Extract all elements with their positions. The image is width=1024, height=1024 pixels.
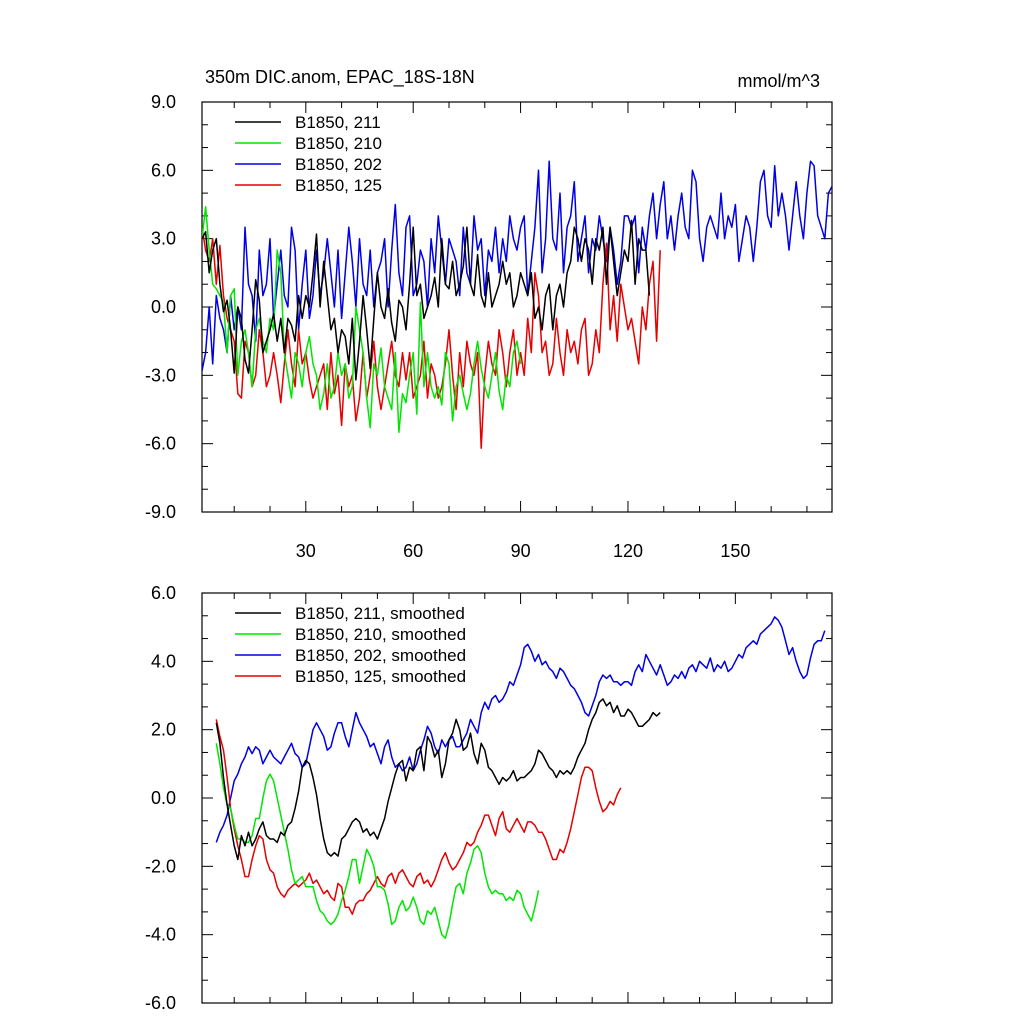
top-ytick-label: -6.0: [145, 434, 176, 454]
bottom-ytick-label: -6.0: [145, 993, 176, 1013]
top-xtick-label: 120: [613, 541, 643, 561]
bottom-series-line-b1850-211-smoothed: [215, 698, 661, 861]
bottom-series-line-b1850-125-smoothed: [215, 719, 622, 915]
bottom-ytick-label: -4.0: [145, 925, 176, 945]
top-ytick-label: 9.0: [151, 92, 176, 112]
bottom-series-line-b1850-202-smoothed: [215, 616, 826, 843]
bottom-legend-label: B1850, 211, smoothed: [295, 604, 465, 623]
top-panel: -9.0 -6.0 -3.0 0.0 3.0 6.0 9.0 30 60 90 120 150 B185…: [145, 92, 833, 561]
bottom-legend-label: B1850, 125, smoothed: [295, 667, 466, 686]
bottom-legend-label: B1850, 210, smoothed: [295, 625, 466, 644]
top-series-line-b1850-210: [202, 206, 522, 434]
bottom-ytick-label: -2.0: [145, 856, 176, 876]
top-series-line-b1850-211: [202, 219, 651, 381]
bottom-legend-label: B1850, 202, smoothed: [295, 646, 466, 665]
top-ytick-label: 0.0: [151, 297, 176, 317]
top-ytick-label: -3.0: [145, 365, 176, 385]
top-legend-label: B1850, 125: [295, 176, 382, 195]
bottom-series-line-b1850-210-smoothed: [215, 743, 540, 939]
top-xtick-label: 30: [296, 541, 316, 561]
bottom-ytick-label: 4.0: [151, 651, 176, 671]
top-ytick-label: -9.0: [145, 502, 176, 522]
top-ytick-label: 3.0: [151, 229, 176, 249]
top-legend-label: B1850, 202: [295, 155, 382, 174]
bottom-ytick-label: 6.0: [151, 583, 176, 603]
top-xtick-label: 150: [720, 541, 750, 561]
top-legend-label: B1850, 210: [295, 134, 382, 153]
units-label: mmol/m^3: [738, 71, 820, 91]
bottom-ytick-label: 0.0: [151, 788, 176, 808]
bottom-ytick-label: 2.0: [151, 720, 176, 740]
top-legend-label: B1850, 211: [295, 113, 381, 132]
top-xtick-label: 90: [511, 541, 531, 561]
top-ytick-label: 6.0: [151, 160, 176, 180]
top-series-line-b1850-125: [202, 227, 661, 449]
bottom-panel: -6.0 -4.0 -2.0 0.0 2.0 4.0 6.0 B1850, 211, smoo…: [145, 583, 833, 1013]
chart-title: 350m DIC.anom, EPAC_18S-18N: [205, 67, 475, 88]
top-xtick-label: 60: [403, 541, 423, 561]
top-series-line-b1850-202: [202, 160, 832, 371]
